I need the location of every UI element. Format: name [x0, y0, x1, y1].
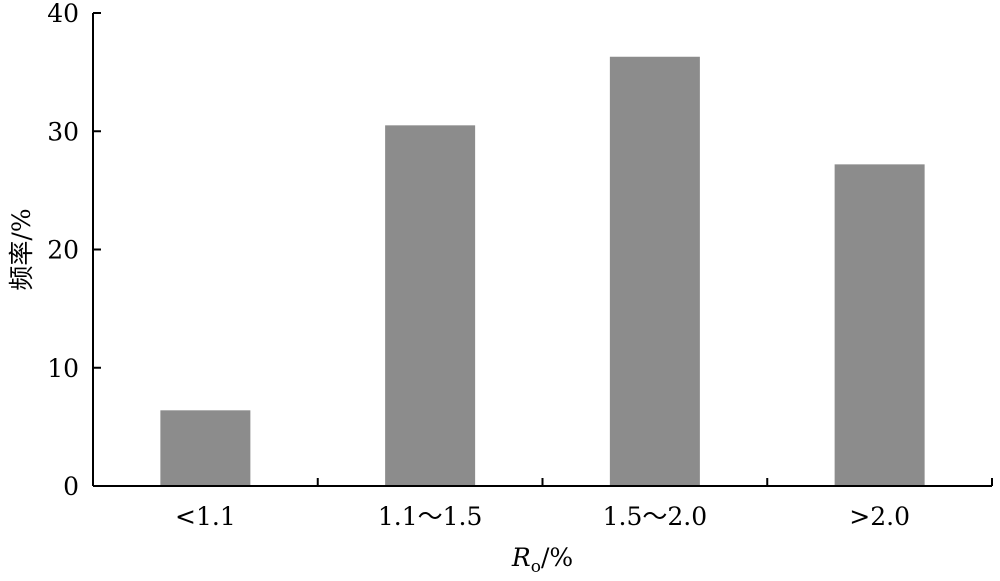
x-axis-title-subscript: o: [531, 557, 541, 577]
y-tick-label: 0: [63, 472, 79, 501]
y-tick-label: 40: [47, 0, 79, 28]
x-tick-label: 1.5～2.0: [603, 502, 708, 531]
x-axis-title-unit: /%: [541, 543, 573, 572]
x-axis-title: Ro/%: [511, 543, 573, 577]
bar: [609, 56, 700, 486]
y-axis-title: 频率/%: [7, 208, 36, 290]
x-axis-title-main: R: [511, 543, 531, 572]
x-tick-label: 1.1～1.5: [378, 502, 483, 531]
bar: [834, 164, 925, 487]
bar: [385, 125, 476, 487]
bar: [160, 410, 251, 486]
bars-group: [160, 56, 925, 487]
x-tick-label: >2.0: [849, 502, 910, 531]
y-tick-label: 30: [47, 117, 79, 146]
y-tick-label: 10: [47, 354, 79, 383]
x-ticks-group: <1.1 1.1～1.5 1.5～2.0 >2.0: [175, 478, 993, 531]
x-tick-label: <1.1: [175, 502, 236, 531]
y-ticks-group: 0 10 20 30 40: [47, 0, 101, 501]
y-tick-label: 20: [47, 236, 79, 265]
